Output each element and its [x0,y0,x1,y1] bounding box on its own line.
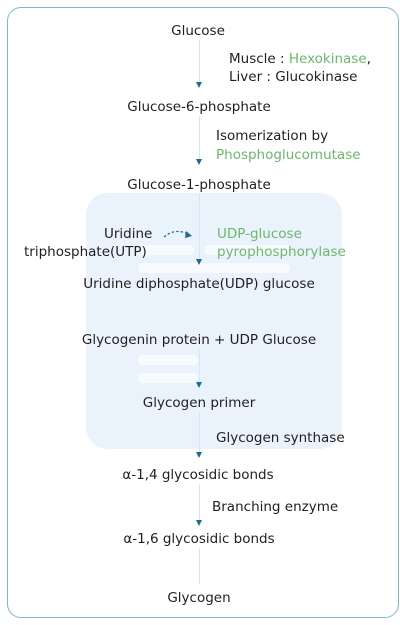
enzyme-liver: Liver : Glucokinase [229,69,358,85]
step-glucose-1-phosphate: Glucose-1-phosphate [127,177,271,193]
step-glucose-6-phosphate: Glucose-6-phosphate [127,99,271,115]
connector-line [199,484,200,522]
enzyme-glycogen-synthase: Glycogen synthase [216,430,345,446]
enzyme-branching: Branching enzyme [212,499,339,515]
connector-line [199,116,200,160]
connector-line [199,40,200,82]
utp-label-line1: Uridine [104,226,153,242]
enzyme-isomerization: Isomerization by [216,128,329,144]
arrow-down-icon [196,82,202,88]
connector-line [199,194,200,259]
step-glycogen: Glycogen [167,590,231,606]
enzyme-pyrophosphorylase: pyrophosphorylase [217,244,346,260]
connector-line [199,350,200,386]
step-glycogen-primer: Glycogen primer [142,395,256,411]
arrow-down-icon [196,452,202,458]
utp-label-line2: triphosphate(UTP) [24,244,147,260]
arrow-down-icon [196,159,202,165]
arrow-down-icon [196,382,202,388]
step-alpha-1-4-bonds: α-1,4 glycosidic bonds [122,467,274,483]
enzyme-phosphoglucomutase: Phosphoglucomutase [216,147,361,163]
curved-arrow-icon [163,230,192,238]
enzyme-muscle: Muscle : Hexokinase, [229,51,371,67]
step-alpha-1-6-bonds: α-1,6 glycosidic bonds [123,531,275,547]
enzyme-udp-glucose: UDP-glucose [217,226,302,242]
connector-line [199,548,200,584]
step-udp-glucose: Uridine diphosphate(UDP) glucose [83,276,315,292]
arrow-down-icon [196,259,202,265]
muscle-label: Muscle : [229,51,289,67]
hexokinase-label: Hexokinase [288,51,367,67]
watermark-logo [86,193,342,449]
arrow-down-icon [196,520,202,526]
step-glucose: Glucose [171,23,225,39]
connector-line [199,412,200,452]
muscle-suffix: , [366,51,371,67]
step-glycogenin: Glycogenin protein + UDP Glucose [81,332,317,348]
